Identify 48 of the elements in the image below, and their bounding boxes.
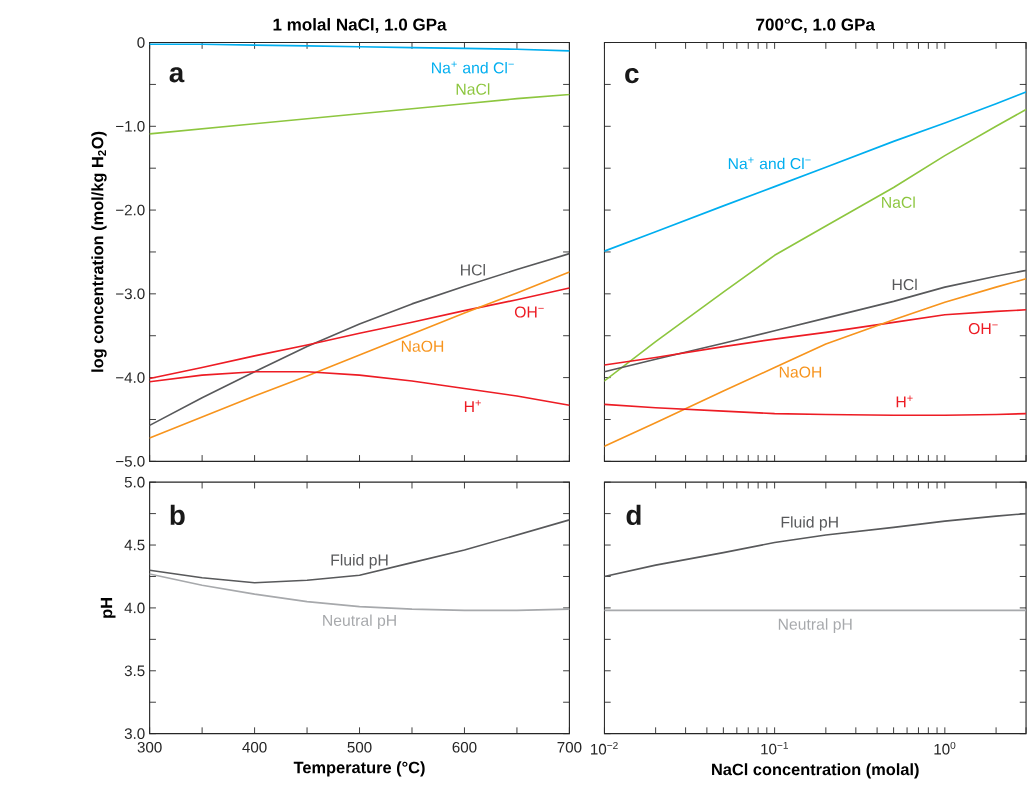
y-tick-label: 0 — [137, 37, 145, 49]
x-tick-label: 10$^{0}$ — [934, 742, 956, 755]
x-axis-title: Temperature (°C) — [293, 761, 425, 777]
x-tick-label: 10$^{−1}$ — [761, 742, 788, 755]
x-tick-label: 700 — [557, 742, 582, 753]
series-label: Neutral pH — [778, 618, 852, 634]
line-series — [149, 253, 570, 427]
y-tick-label: −2.0 — [116, 204, 145, 216]
x-tick-label: 500 — [347, 742, 372, 753]
series-label: Fluid pH — [781, 516, 838, 532]
y-tick-label: −4.0 — [116, 372, 145, 384]
chart-title: 1 molal NaCl, 1.0 GPa — [273, 18, 447, 34]
y-tick-label: −1.0 — [116, 121, 145, 132]
series-label: Na$^{+}$ and Cl$^{−}$ — [432, 61, 514, 74]
series-label: H$^{+}$ — [464, 400, 481, 413]
series-label: Neutral pH — [323, 614, 396, 630]
series-label: H$^{+}$ — [896, 395, 913, 408]
series-label: NaCl — [882, 196, 915, 209]
x-axis-title: NaCl concentration (molal) — [712, 763, 919, 779]
series-label: Na$^{+}$ and Cl$^{−}$ — [728, 157, 811, 170]
series-label: HCl — [461, 264, 485, 276]
x-tick-label: 300 — [137, 742, 162, 753]
y-tick-label: 5.0 — [124, 477, 145, 488]
series-label: HCl — [892, 278, 917, 291]
annotation: c — [625, 68, 639, 84]
x-tick-label: 600 — [452, 742, 477, 753]
x-tick-label: 400 — [242, 742, 267, 753]
y-axis-title: log concentration (mol/kg H$_{2}$O) — [91, 132, 107, 372]
series-label: Fluid pH — [331, 554, 388, 569]
chart-title: 700°C, 1.0 GPa — [756, 18, 875, 34]
y-tick-label: 3.0 — [124, 728, 145, 740]
series-label: NaOH — [779, 366, 822, 378]
y-tick-label: 4.0 — [124, 602, 145, 614]
y-tick-label: 4.5 — [124, 539, 145, 551]
line-series — [149, 43, 570, 52]
x-tick-label: 10$^{−2}$ — [591, 742, 618, 755]
series-label: NaOH — [401, 340, 444, 353]
annotation: a — [169, 67, 185, 83]
annotation: d — [626, 504, 641, 526]
y-tick-label: 3.5 — [124, 665, 145, 677]
y-tick-label: −3.0 — [116, 288, 145, 300]
y-axis-title: pH — [100, 598, 116, 618]
y-tick-label: −5.0 — [116, 456, 145, 467]
annotation: b — [170, 504, 185, 526]
series-label: OH$^{−}$ — [968, 323, 998, 335]
line-series — [149, 573, 570, 612]
series-label: OH$^{−}$ — [514, 306, 544, 318]
series-label: NaCl — [456, 83, 490, 96]
